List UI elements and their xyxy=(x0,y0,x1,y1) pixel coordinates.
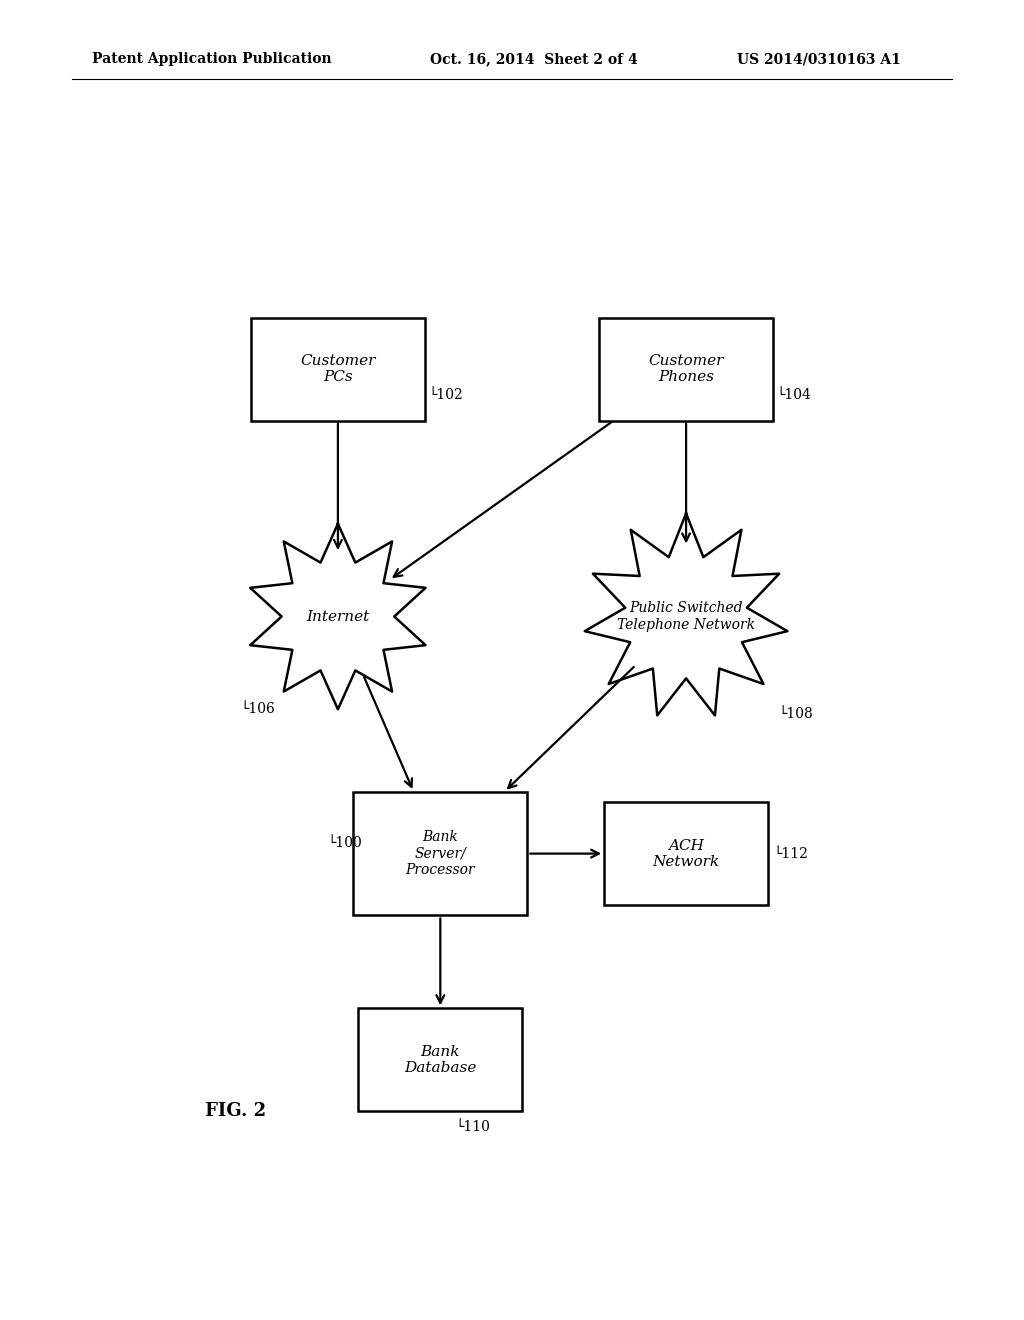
Text: Customer
PCs: Customer PCs xyxy=(300,354,376,384)
Text: Bank
Server/
Processor: Bank Server/ Processor xyxy=(406,830,475,876)
Text: └110: └110 xyxy=(456,1119,490,1134)
FancyBboxPatch shape xyxy=(251,318,425,421)
Text: └112: └112 xyxy=(773,846,808,861)
Text: └100: └100 xyxy=(328,837,362,850)
Text: └104: └104 xyxy=(776,388,811,401)
Text: └102: └102 xyxy=(428,388,463,401)
Text: └108: └108 xyxy=(778,708,813,722)
FancyBboxPatch shape xyxy=(599,318,773,421)
Text: └106: └106 xyxy=(241,702,275,717)
Text: Oct. 16, 2014  Sheet 2 of 4: Oct. 16, 2014 Sheet 2 of 4 xyxy=(430,53,638,66)
Text: US 2014/0310163 A1: US 2014/0310163 A1 xyxy=(737,53,901,66)
Text: FIG. 2: FIG. 2 xyxy=(205,1102,266,1121)
Text: Public Switched
Telephone Network: Public Switched Telephone Network xyxy=(617,602,755,631)
FancyBboxPatch shape xyxy=(353,792,527,916)
Text: ACH
Network: ACH Network xyxy=(652,838,720,869)
FancyBboxPatch shape xyxy=(604,803,768,906)
Text: Customer
Phones: Customer Phones xyxy=(648,354,724,384)
Text: Patent Application Publication: Patent Application Publication xyxy=(92,53,332,66)
Text: Bank
Database: Bank Database xyxy=(404,1044,476,1074)
Text: Internet: Internet xyxy=(306,610,370,623)
FancyBboxPatch shape xyxy=(358,1008,522,1111)
